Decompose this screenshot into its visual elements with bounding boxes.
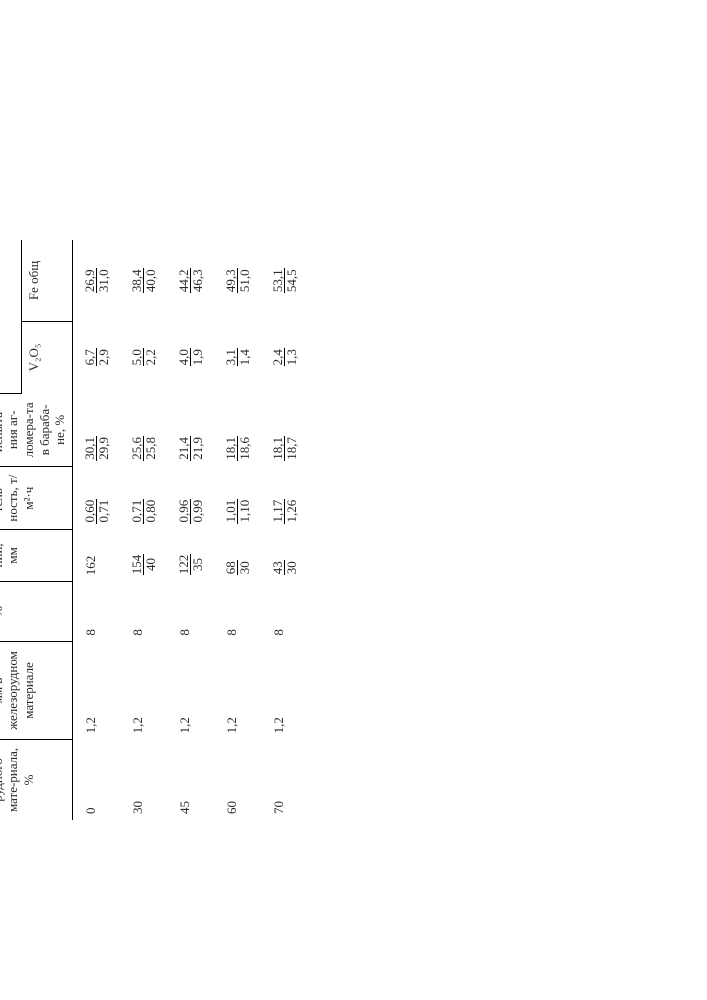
cell-c2: 1,2 bbox=[261, 642, 308, 740]
col-header-6: Выход фракции 5 мм после испыта-ния аг-л… bbox=[0, 393, 72, 467]
cell-g2: 44,246,3 bbox=[167, 240, 214, 321]
cell-c5: 1,011,10 bbox=[214, 467, 261, 530]
cell-g1: 2,41,3 bbox=[261, 321, 308, 393]
table-row: 301,28154400,710,8025,625,85,02,238,440,… bbox=[120, 240, 167, 820]
data-table: Содержание в шихте железо-рудного мате-р… bbox=[0, 240, 308, 820]
cell-g1: 6,72,9 bbox=[72, 321, 120, 393]
table-row: 451,28122350,960,9921,421,94,01,944,246,… bbox=[167, 240, 214, 820]
cell-g2: 53,154,5 bbox=[261, 240, 308, 321]
cell-g2: 38,440,0 bbox=[120, 240, 167, 321]
cell-c1: 70 bbox=[261, 739, 308, 820]
cell-c6: 25,625,8 bbox=[120, 393, 167, 467]
cell-c5: 0,960,99 bbox=[167, 467, 214, 530]
cell-c2: 1,2 bbox=[72, 642, 120, 740]
cell-c3: 8 bbox=[214, 581, 261, 641]
cell-c6: 18,118,7 bbox=[261, 393, 308, 467]
cell-g1: 5,02,2 bbox=[120, 321, 167, 393]
col-group-header: Содержание в агломерате, % bbox=[0, 240, 21, 393]
cell-c2: 1,2 bbox=[120, 642, 167, 740]
page-content: 5 1057567 6 Основные показатели спекания… bbox=[0, 240, 308, 820]
table-row: 601,2868301,011,1018,118,63,11,449,351,0 bbox=[214, 240, 261, 820]
cell-c3: 8 bbox=[120, 581, 167, 641]
col-header-3: Содер-жание топлива, % bbox=[0, 581, 72, 641]
cell-c5: 0,600,71 bbox=[72, 467, 120, 530]
col-header-4: Усад-ка при спека-нии, мм bbox=[0, 530, 72, 582]
cell-c3: 8 bbox=[167, 581, 214, 641]
cell-g1: 3,11,4 bbox=[214, 321, 261, 393]
cell-c4: 162 bbox=[72, 530, 120, 582]
cell-c6: 18,118,6 bbox=[214, 393, 261, 467]
cell-c6: 30,129,9 bbox=[72, 393, 120, 467]
cell-c4: 6830 bbox=[214, 530, 261, 582]
table-row: 701,2843301,171,2618,118,72,41,353,154,5 bbox=[261, 240, 308, 820]
cell-g2: 49,351,0 bbox=[214, 240, 261, 321]
cell-c6: 21,421,9 bbox=[167, 393, 214, 467]
cell-c3: 8 bbox=[261, 581, 308, 641]
col-header-2: Отношение фрак-ций 0,05–3,0 к 5,0–15,0 м… bbox=[0, 642, 72, 740]
cell-c4: 4330 bbox=[261, 530, 308, 582]
col-header-5: Удель-ная про-изводи-тель-ность, т/м²·ч bbox=[0, 467, 72, 530]
cell-c5: 0,710,80 bbox=[120, 467, 167, 530]
cell-c1: 0 bbox=[72, 739, 120, 820]
cell-c5: 1,171,26 bbox=[261, 467, 308, 530]
cell-c1: 30 bbox=[120, 739, 167, 820]
cell-c4: 15440 bbox=[120, 530, 167, 582]
col-header-g2: Fe общ bbox=[21, 240, 72, 321]
table-body: 01,281620,600,7130,129,96,72,926,931,030… bbox=[72, 240, 308, 820]
cell-c1: 60 bbox=[214, 739, 261, 820]
cell-g1: 4,01,9 bbox=[167, 321, 214, 393]
cell-c3: 8 bbox=[72, 581, 120, 641]
cell-c4: 12235 bbox=[167, 530, 214, 582]
table-row: 01,281620,600,7130,129,96,72,926,931,0 bbox=[72, 240, 120, 820]
col-header-1: Содержание в шихте железо-рудного мате-р… bbox=[0, 739, 72, 820]
cell-c2: 1,2 bbox=[167, 642, 214, 740]
col-header-g1: V₂O₅ bbox=[21, 321, 72, 393]
cell-c1: 45 bbox=[167, 739, 214, 820]
cell-c2: 1,2 bbox=[214, 642, 261, 740]
cell-g2: 26,931,0 bbox=[72, 240, 120, 321]
